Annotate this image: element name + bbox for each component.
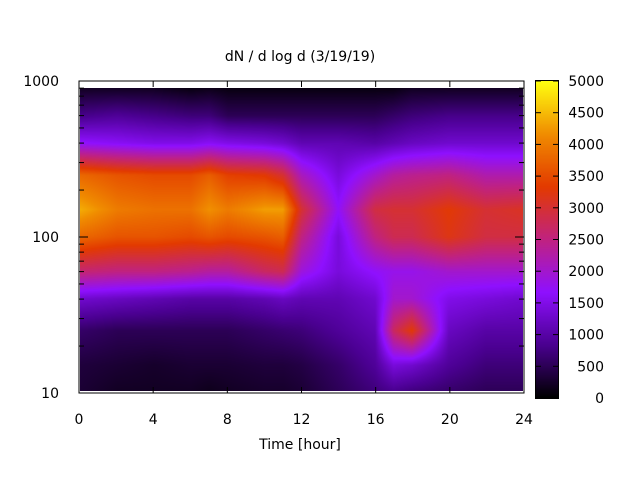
chart-title: dN / d log d (3/19/19) bbox=[225, 49, 375, 65]
x-tick-label: 12 bbox=[293, 412, 311, 428]
y-tick-label: 100 bbox=[32, 230, 59, 246]
heatmap-image bbox=[80, 88, 523, 391]
colorbar-tick-label: 500 bbox=[577, 359, 604, 375]
colorbar-tick-label: 5000 bbox=[568, 74, 604, 90]
x-tick-label: 20 bbox=[441, 412, 459, 428]
colorbar-tick-label: 4000 bbox=[568, 137, 604, 153]
x-tick-label: 16 bbox=[367, 412, 385, 428]
colorbar-tick-label: 2000 bbox=[568, 264, 604, 280]
colorbar-tick-label: 1000 bbox=[568, 328, 604, 344]
colorbar-tick-label: 2500 bbox=[568, 233, 604, 249]
colorbar-tick-label: 1500 bbox=[568, 296, 604, 312]
x-tick-label: 8 bbox=[223, 412, 232, 428]
y-tick-label: 1000 bbox=[23, 74, 59, 90]
x-axis-label: Time [hour] bbox=[258, 437, 341, 453]
x-tick-label: 4 bbox=[149, 412, 158, 428]
colorbar-tick-label: 3500 bbox=[568, 169, 604, 185]
y-tick-label: 10 bbox=[41, 386, 59, 402]
x-tick-label: 24 bbox=[515, 412, 533, 428]
colorbar-frame bbox=[535, 80, 559, 399]
colorbar-tick-label: 0 bbox=[595, 391, 604, 407]
colorbar-axis: 0 500 1000 1500 2000 2500 3000 3500 4000 4500 5000 bbox=[536, 74, 604, 407]
axes: 0 4 8 12 16 20 24 10 100 1000 bbox=[23, 74, 533, 428]
x-tick-label: 0 bbox=[75, 412, 84, 428]
colorbar-image bbox=[536, 81, 558, 398]
colorbar-tick-label: 4500 bbox=[568, 106, 604, 122]
colorbar-tick-label: 3000 bbox=[568, 201, 604, 217]
